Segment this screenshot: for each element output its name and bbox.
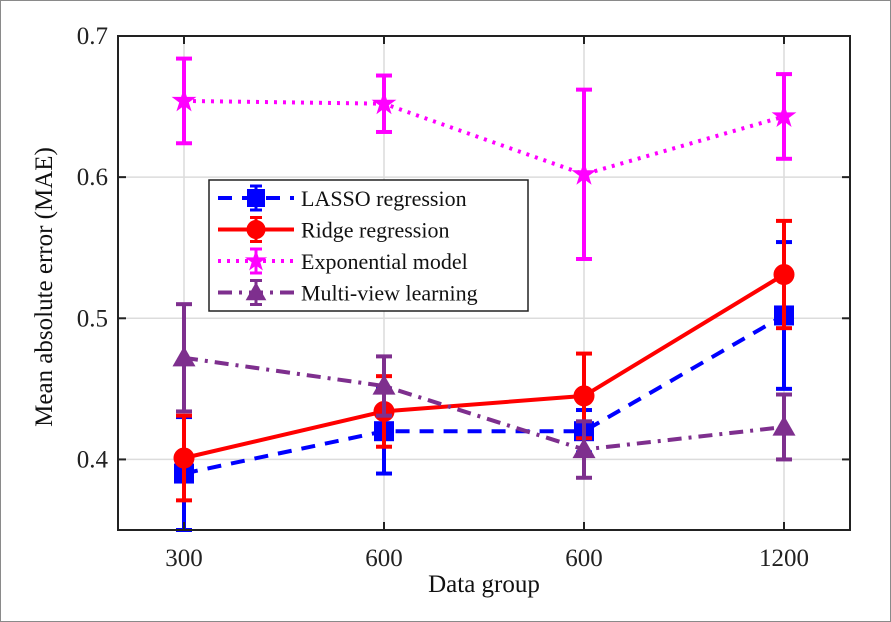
star-marker bbox=[571, 161, 597, 185]
series-layer bbox=[171, 56, 797, 532]
star-marker bbox=[371, 90, 397, 115]
x-tick-label: 1200 bbox=[759, 545, 809, 572]
y-tick-label: 0.6 bbox=[77, 164, 108, 191]
star-marker bbox=[244, 249, 268, 271]
legend-entry: LASSO regression bbox=[218, 184, 467, 212]
legend-label: Exponential model bbox=[301, 249, 468, 274]
triangle-marker bbox=[372, 374, 396, 395]
triangle-marker bbox=[172, 346, 196, 367]
star-marker bbox=[171, 87, 197, 112]
y-tick-label: 0.5 bbox=[77, 305, 108, 332]
circle-marker bbox=[773, 264, 795, 286]
triangle-marker bbox=[772, 415, 796, 436]
series-line bbox=[183, 272, 786, 460]
circle-marker bbox=[173, 447, 195, 469]
legend-label: Ridge regression bbox=[301, 218, 449, 243]
y-axis-label: Mean absolute error (MAE) bbox=[31, 147, 58, 427]
square-marker bbox=[247, 189, 265, 207]
x-tick-label: 300 bbox=[165, 545, 203, 572]
y-tick-label: 0.7 bbox=[77, 23, 108, 50]
x-axis-label: Data group bbox=[428, 571, 540, 598]
series-line bbox=[183, 355, 785, 452]
legend-entry: Exponential model bbox=[218, 247, 468, 275]
triangle-marker bbox=[245, 282, 267, 301]
legend: LASSO regression Ridge regression Exponent… bbox=[208, 179, 529, 312]
legend-entry: Ridge regression bbox=[218, 216, 449, 243]
star-marker bbox=[771, 103, 797, 127]
y-tick-label: 0.4 bbox=[77, 446, 109, 473]
legend-label: LASSO regression bbox=[301, 186, 467, 211]
plot-area-border bbox=[117, 35, 851, 531]
x-tick-label: 600 bbox=[365, 545, 403, 572]
legend-entry: Multi-view learning bbox=[218, 279, 478, 306]
series-line bbox=[183, 313, 786, 476]
triangle-marker bbox=[572, 438, 596, 459]
series-exponential-model bbox=[171, 56, 797, 262]
circle-marker bbox=[573, 385, 595, 407]
series-multi-view-learning bbox=[172, 302, 796, 480]
series-line bbox=[183, 98, 785, 177]
axis-ticks: 0.4 0.5 0.6 0.7 300 600 600 1200 bbox=[77, 23, 850, 572]
legend-label: Multi-view learning bbox=[301, 281, 478, 306]
x-tick-label: 600 bbox=[565, 545, 603, 572]
circle-marker bbox=[246, 220, 266, 239]
